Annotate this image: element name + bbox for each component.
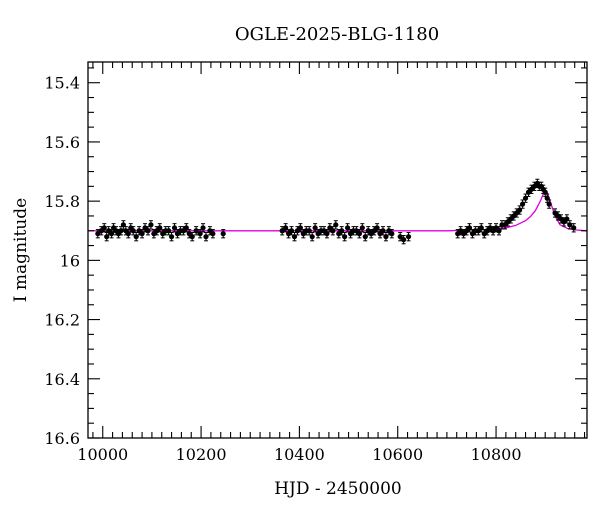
x-tick-label: 10200 [176, 445, 227, 464]
y-tick-label: 16.2 [44, 311, 80, 330]
plot-frame [87, 61, 588, 439]
data-point [210, 231, 216, 237]
data-point [359, 225, 365, 231]
chart-title: OGLE-2025-BLG-1180 [235, 24, 439, 45]
data-point [101, 225, 107, 231]
data-point [189, 234, 195, 240]
plot-area [88, 178, 587, 245]
data-point [342, 234, 348, 240]
y-tick-label: 15.4 [44, 74, 80, 93]
model-curve [88, 189, 587, 232]
data-point [148, 222, 154, 228]
y-tick-label: 16.4 [44, 370, 80, 389]
y-axis: 15.4 15.6 15.8 16 16.2 16.4 16.6 [44, 67, 587, 448]
data-point [309, 234, 315, 240]
data-point [193, 228, 199, 234]
data-point [571, 225, 577, 231]
data-point [95, 231, 101, 237]
y-tick-label: 16.6 [44, 429, 80, 448]
data-point [333, 222, 339, 228]
data-point [200, 225, 206, 231]
data-point [401, 237, 407, 243]
y-tick-label: 15.6 [44, 133, 80, 152]
x-tick-label: 10400 [274, 445, 325, 464]
x-axis-label: HJD - 2450000 [274, 479, 402, 499]
data-point [203, 234, 209, 240]
x-axis: 10000 10200 10400 10600 10800 [77, 62, 586, 464]
x-tick-label: 10000 [77, 445, 128, 464]
data-point [168, 234, 175, 240]
x-tick-label: 10800 [471, 445, 522, 464]
data-point [220, 231, 226, 237]
y-axis-label: I magnitude [11, 198, 31, 302]
data-point [567, 222, 573, 228]
data-point [405, 234, 412, 240]
data-point [546, 201, 552, 207]
y-tick-label: 15.8 [44, 192, 80, 211]
data-point [279, 228, 285, 234]
plot-inner [88, 178, 587, 245]
data-point [389, 231, 395, 237]
x-tick-label: 10600 [372, 445, 423, 464]
y-tick-label: 16 [60, 251, 80, 270]
data-point [397, 234, 403, 240]
